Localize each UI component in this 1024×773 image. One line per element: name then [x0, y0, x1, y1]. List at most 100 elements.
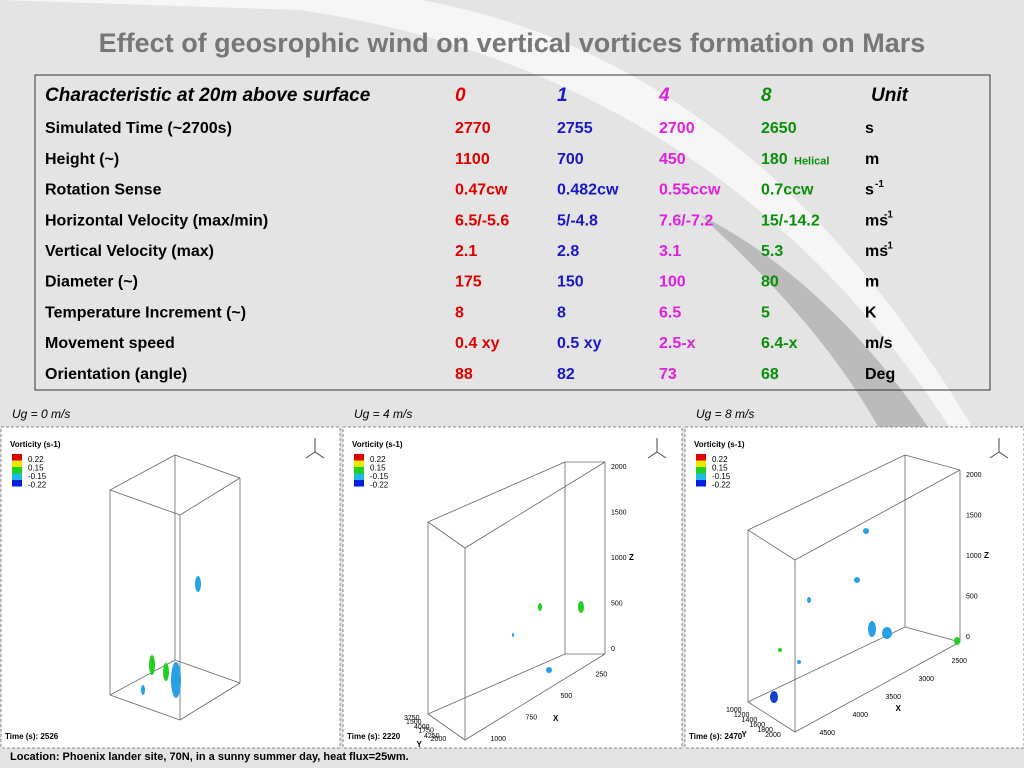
- x-tick-label: 3500: [886, 694, 902, 701]
- y-tick-label: 1500: [406, 719, 422, 726]
- panel-label: Ug = 8 m/s: [696, 407, 754, 421]
- row-label: Height (~): [45, 151, 119, 168]
- cell: 0.4 xy: [455, 335, 500, 352]
- cell: 180: [761, 151, 788, 168]
- y-tick-label: 1750: [418, 728, 434, 735]
- title: Effect of geosrophic wind on vertical vo…: [99, 28, 926, 58]
- box-edge: [464, 653, 606, 741]
- row-label: Rotation Sense: [45, 182, 162, 199]
- y-tick-label: 1400: [742, 717, 758, 724]
- legend-swatch: [12, 473, 22, 480]
- row-label: Temperature Increment (~): [45, 304, 246, 321]
- legend-swatch: [354, 480, 364, 487]
- legend-swatch: [696, 467, 706, 474]
- unit: Deg: [865, 366, 895, 383]
- legend-swatch: [696, 473, 706, 480]
- cell-note: Helical: [794, 156, 829, 168]
- legend-swatch: [354, 460, 364, 467]
- y-tick-label: 4000: [414, 724, 430, 731]
- unit-sup: -1: [875, 179, 884, 190]
- x-tick-label: 4000: [853, 712, 869, 719]
- header-col: 8: [761, 85, 772, 106]
- cell: 8: [557, 304, 566, 321]
- unit: K: [865, 304, 877, 321]
- box-edge: [904, 626, 961, 643]
- box-edge: [747, 454, 906, 531]
- legend-swatch: [696, 460, 706, 467]
- cell: 3.1: [659, 243, 681, 260]
- legend-label: 0.15: [28, 464, 44, 473]
- vortex-blob: [863, 528, 869, 534]
- x-tick-label: 4500: [820, 730, 836, 737]
- legend-label: -0.22: [28, 481, 47, 490]
- vortex-blob: [868, 621, 876, 637]
- cell: 6.5: [659, 304, 681, 321]
- triad-axis: [647, 451, 658, 459]
- row-label: Horizontal Velocity (max/min): [45, 212, 268, 229]
- x-tick-label: 2500: [952, 658, 968, 665]
- z-tick-label: 0: [611, 646, 615, 653]
- x-tick-label: 750: [526, 715, 538, 722]
- z-tick-label: 2000: [611, 464, 627, 471]
- triad-axis: [314, 451, 325, 459]
- box-edge: [427, 461, 566, 523]
- vortex-blob: [195, 576, 201, 592]
- y-tick-label: 2000: [431, 736, 447, 743]
- time-label: Time (s): 2220: [347, 732, 401, 741]
- cell: 2.1: [455, 243, 477, 260]
- legend-label: -0.22: [370, 481, 389, 490]
- legend-label: -0.15: [712, 472, 731, 481]
- vortex-blob: [770, 691, 778, 703]
- box-edge: [109, 489, 181, 516]
- vortex-blob: [854, 577, 860, 583]
- cell: 2.8: [557, 243, 579, 260]
- legend-swatch: [696, 480, 706, 487]
- cell: 1100: [455, 151, 490, 168]
- legend-swatch: [12, 467, 22, 474]
- cell: 88: [455, 366, 473, 383]
- axis-name: X: [896, 704, 902, 713]
- cell: 73: [659, 366, 677, 383]
- cell: 82: [557, 366, 575, 383]
- y-tick-label: 1200: [734, 712, 750, 719]
- cell: 5/-4.8: [557, 212, 598, 229]
- cell: 450: [659, 151, 686, 168]
- unit: m: [865, 274, 879, 291]
- vortex-blob: [141, 685, 145, 695]
- cell: 15/-14.2: [761, 212, 820, 229]
- box-edge: [747, 701, 796, 733]
- cell: 6.5/-5.6: [455, 212, 509, 229]
- box-edge: [794, 469, 961, 561]
- legend-title: Vorticity (s-1): [352, 440, 403, 449]
- cell: 0.7ccw: [761, 182, 814, 199]
- vortex-blob: [778, 648, 782, 652]
- legend-swatch: [12, 480, 22, 487]
- unit-sup: -1: [884, 210, 893, 221]
- cell: 68: [761, 366, 779, 383]
- vortex-blob: [546, 667, 552, 673]
- legend-swatch: [12, 460, 22, 467]
- z-tick-label: 1000: [966, 553, 982, 560]
- legend-label: 0.15: [370, 464, 386, 473]
- legend-label: 0.22: [712, 455, 728, 464]
- legend-title: Vorticity (s-1): [10, 440, 61, 449]
- row-label: Simulated Time (~2700s): [45, 120, 232, 137]
- y-tick-label: 2000: [765, 732, 781, 739]
- cell: 2650: [761, 120, 797, 137]
- vortex-blob: [163, 663, 169, 681]
- z-tick-label: 1000: [611, 555, 627, 562]
- y-tick-label: 4250: [424, 733, 440, 740]
- vortex-blob: [578, 601, 584, 613]
- x-tick-label: 250: [596, 672, 608, 679]
- panel-frame: [684, 426, 1024, 749]
- y-tick-label: 1000: [726, 707, 742, 714]
- unit: s: [865, 120, 874, 137]
- box-edge: [174, 454, 241, 479]
- row-label: Diameter (~): [45, 274, 138, 291]
- cell: 100: [659, 274, 686, 291]
- unit: ms: [865, 212, 888, 229]
- cell: 0.47cw: [455, 182, 508, 199]
- unit: m: [865, 151, 879, 168]
